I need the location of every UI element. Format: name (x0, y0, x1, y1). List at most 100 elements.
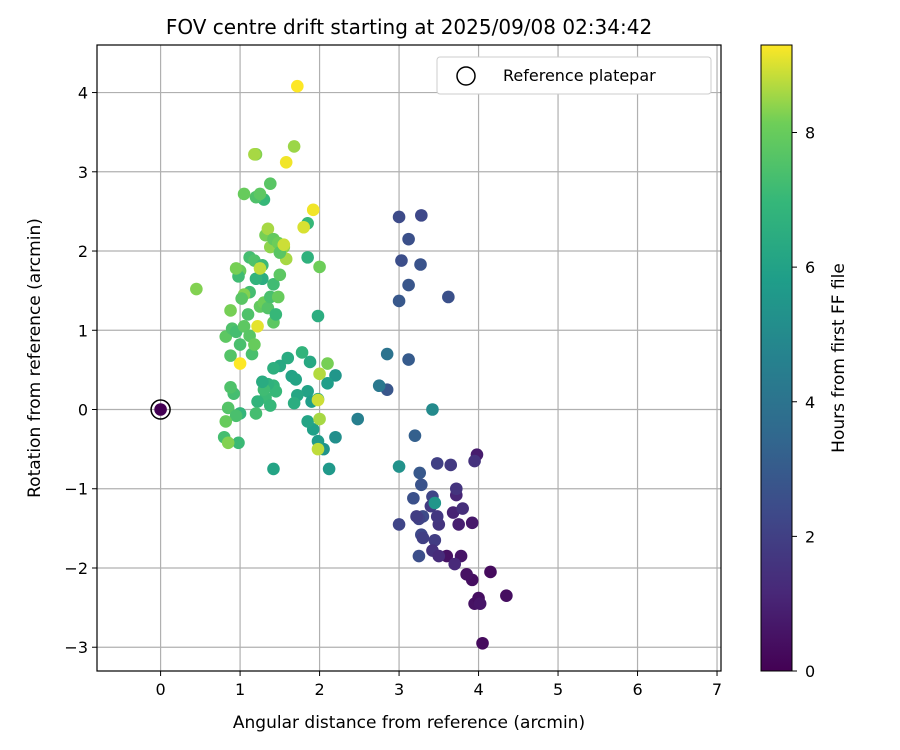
data-point (241, 308, 255, 321)
data-point (277, 238, 291, 251)
data-point (322, 462, 336, 476)
colorbar-label: Hours from first FF file (829, 263, 849, 453)
data-point (428, 533, 442, 547)
data-point (235, 292, 248, 305)
data-point (432, 549, 446, 563)
data-point (253, 187, 267, 201)
data-point (245, 347, 259, 361)
data-point (287, 140, 301, 153)
data-point (426, 403, 439, 416)
data-point (221, 436, 235, 450)
data-point (248, 338, 261, 351)
data-point (476, 636, 489, 650)
data-point (301, 415, 314, 428)
data-point (416, 531, 430, 545)
data-point (273, 268, 287, 282)
x-tick-label: 0 (155, 680, 165, 699)
data-point (249, 272, 263, 286)
legend-box (436, 56, 712, 95)
data-point (430, 510, 444, 523)
colorbar-tick-label: 6 (805, 258, 815, 277)
data-point (392, 294, 406, 308)
x-tick-label: 1 (235, 680, 245, 699)
data-point (261, 222, 275, 236)
data-point (460, 568, 473, 581)
data-point (402, 232, 415, 246)
data-point (306, 203, 320, 217)
data-point (465, 516, 479, 530)
data-point (395, 254, 408, 267)
data-point (233, 357, 247, 370)
data-point (219, 415, 233, 428)
reference-point (154, 403, 167, 416)
y-tick-label: 3 (78, 163, 88, 182)
data-point (402, 353, 415, 366)
plot-frame (96, 44, 722, 672)
data-point (267, 462, 280, 476)
y-tick-label: −1 (64, 480, 88, 499)
data-point (233, 338, 247, 351)
y-axis: −3 −2 −1 0 1 2 3 4 (64, 84, 97, 657)
data-point (448, 557, 462, 571)
x-tick-label: 5 (553, 680, 563, 699)
data-point (414, 258, 427, 271)
x-tick-label: 4 (473, 680, 483, 699)
data-point (321, 377, 334, 390)
data-point (263, 399, 277, 412)
x-tick-label: 2 (314, 680, 324, 699)
scatter-points (190, 79, 513, 650)
y-tick-label: 4 (78, 84, 88, 103)
x-tick-label: 3 (394, 680, 404, 699)
data-point (249, 407, 263, 420)
x-tick-label: 6 (632, 680, 642, 699)
data-point (303, 355, 317, 369)
data-point (473, 597, 487, 610)
data-point (279, 155, 293, 169)
colorbar: 0 2 4 6 8 Hours from first FF file (760, 44, 849, 681)
data-point (442, 290, 455, 304)
x-tick-label: 7 (712, 680, 722, 699)
data-point (289, 373, 303, 386)
data-point (224, 381, 237, 394)
data-point (253, 262, 267, 275)
legend: Reference platepar (436, 56, 712, 95)
data-point (392, 518, 406, 531)
data-point (402, 278, 415, 292)
colorbar-tick-label: 0 (805, 662, 815, 681)
data-point (456, 502, 469, 515)
data-point (484, 565, 497, 579)
data-point (452, 518, 465, 531)
data-point (221, 401, 235, 415)
colorbar-tick-label: 8 (805, 124, 815, 143)
data-point (413, 466, 427, 480)
data-point (251, 320, 264, 333)
data-point (415, 478, 428, 492)
y-tick-label: −3 (64, 638, 88, 657)
data-point (311, 393, 325, 407)
data-point (329, 369, 342, 382)
data-point (229, 262, 243, 275)
data-point (410, 510, 423, 523)
chart-title: FOV centre drift starting at 2025/09/08 … (166, 15, 652, 39)
data-point (444, 458, 458, 472)
y-tick-label: 2 (78, 242, 88, 261)
data-point (407, 491, 420, 505)
data-point (281, 351, 295, 365)
data-point (380, 347, 394, 361)
data-point (267, 362, 280, 375)
data-point (295, 346, 309, 359)
data-point (237, 320, 251, 333)
data-point (311, 309, 325, 323)
data-point (287, 396, 301, 410)
colorbar-tick-label: 2 (805, 527, 815, 546)
data-point (190, 282, 203, 296)
data-point (351, 412, 365, 426)
data-point (251, 395, 264, 408)
data-point (311, 442, 325, 456)
x-axis: 0 1 2 3 4 5 6 7 (155, 671, 722, 699)
colorbar-ticks: 0 2 4 6 8 (792, 124, 815, 681)
data-point (224, 349, 237, 362)
data-point (392, 460, 406, 473)
data-point (291, 79, 304, 93)
